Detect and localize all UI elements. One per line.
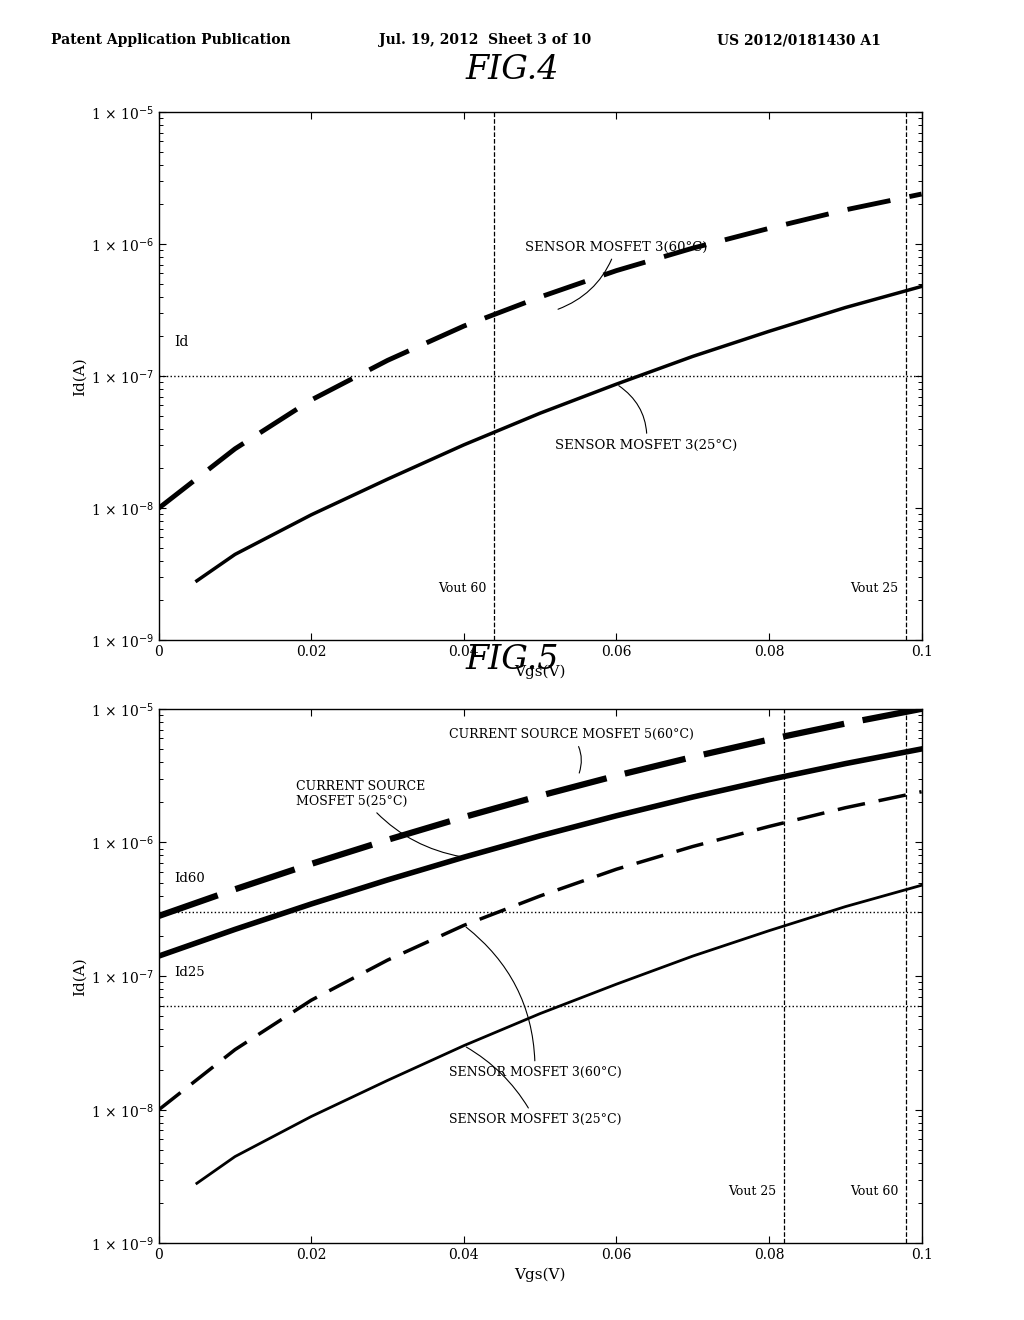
X-axis label: Vgs(V): Vgs(V) [514, 1267, 566, 1282]
Text: CURRENT SOURCE MOSFET 5(60°C): CURRENT SOURCE MOSFET 5(60°C) [449, 729, 693, 774]
Text: SENSOR MOSFET 3(25°C): SENSOR MOSFET 3(25°C) [449, 1047, 622, 1126]
Text: FIG.5: FIG.5 [465, 644, 559, 676]
Text: Id60: Id60 [174, 873, 205, 886]
Y-axis label: Id(A): Id(A) [73, 957, 87, 995]
Text: SENSOR MOSFET 3(60°C): SENSOR MOSFET 3(60°C) [449, 927, 622, 1080]
Text: FIG.4: FIG.4 [465, 54, 559, 86]
Text: Id25: Id25 [174, 965, 205, 978]
Text: Jul. 19, 2012  Sheet 3 of 10: Jul. 19, 2012 Sheet 3 of 10 [379, 33, 591, 48]
Y-axis label: Id(A): Id(A) [73, 356, 87, 396]
X-axis label: Vgs(V): Vgs(V) [514, 664, 566, 678]
Text: Vout 60: Vout 60 [850, 1184, 899, 1197]
Text: Patent Application Publication: Patent Application Publication [51, 33, 291, 48]
Text: US 2012/0181430 A1: US 2012/0181430 A1 [717, 33, 881, 48]
Text: Vout 25: Vout 25 [728, 1184, 776, 1197]
Text: CURRENT SOURCE
MOSFET 5(25°C): CURRENT SOURCE MOSFET 5(25°C) [296, 780, 461, 857]
Text: SENSOR MOSFET 3(25°C): SENSOR MOSFET 3(25°C) [555, 385, 737, 451]
Text: Vout 25: Vout 25 [851, 582, 899, 595]
Text: SENSOR MOSFET 3(60°C): SENSOR MOSFET 3(60°C) [525, 240, 708, 309]
Text: Id: Id [174, 335, 188, 350]
Text: Vout 60: Vout 60 [438, 582, 486, 595]
